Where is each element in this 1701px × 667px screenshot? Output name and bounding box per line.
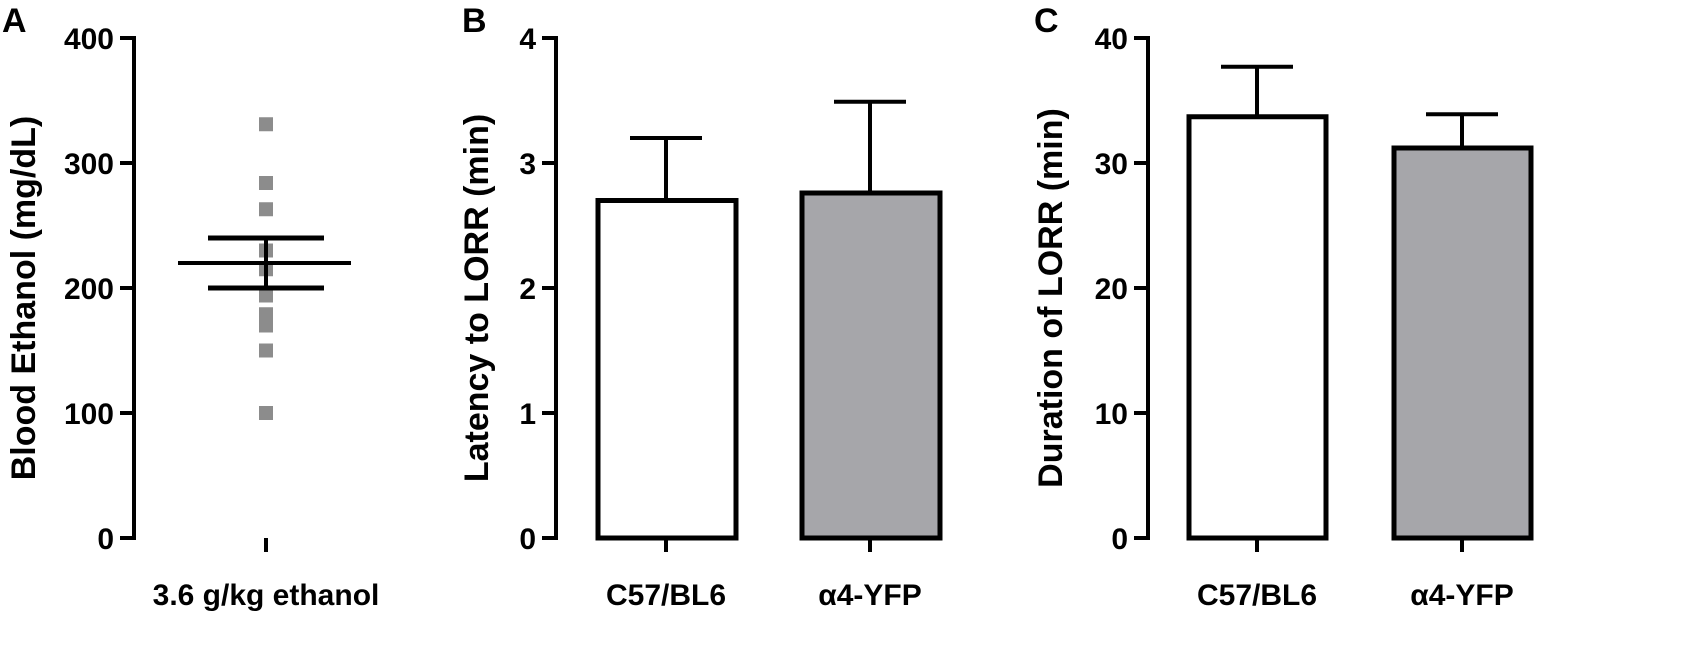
- panel-letter: A: [2, 2, 27, 40]
- y-tick-label: 20: [1095, 273, 1128, 306]
- data-point: [259, 343, 273, 358]
- data-point: [259, 288, 273, 303]
- panel-c: C 0 10 20 30 40 Duration of LORR (min) C57/BL6 α…: [1032, 2, 1534, 612]
- y-tick-label: 200: [64, 273, 114, 306]
- data-point: [259, 176, 273, 190]
- y-axis-title: Latency to LORR (min): [458, 114, 496, 482]
- bar: [799, 190, 943, 541]
- data-point: [259, 307, 273, 322]
- panel-letter: B: [462, 2, 487, 40]
- bar: [595, 198, 739, 541]
- bar: [1391, 145, 1534, 541]
- panel-letter: C: [1034, 2, 1059, 40]
- x-category-label: α4-YFP: [818, 579, 921, 612]
- y-tick-label: 30: [1095, 148, 1128, 181]
- y-tick-label: 400: [64, 23, 114, 56]
- y-tick-label: 3: [519, 148, 536, 181]
- y-tick-label: 40: [1095, 23, 1128, 56]
- y-tick-label: 0: [1111, 523, 1128, 556]
- y-tick-label: 100: [64, 398, 114, 431]
- x-category-label: α4-YFP: [1410, 579, 1513, 612]
- y-axis-title: Blood Ethanol (mg/dL): [5, 116, 43, 481]
- data-point: [259, 318, 273, 333]
- panel-a: A 0 100 200 300 400 Blood Ethanol (mg/dL) 3.6 g…: [2, 2, 379, 612]
- data-point: [259, 406, 273, 420]
- x-category-label: C57/BL6: [1197, 579, 1317, 612]
- y-tick-label: 300: [64, 148, 114, 181]
- bar: [1186, 114, 1329, 541]
- y-tick-label: 4: [519, 23, 536, 56]
- y-tick-label: 2: [519, 273, 536, 306]
- y-tick-label: 10: [1095, 398, 1128, 431]
- y-tick-label: 1: [519, 398, 536, 431]
- x-axis-label: 3.6 g/kg ethanol: [153, 579, 380, 612]
- y-tick-label: 0: [519, 523, 536, 556]
- y-tick-label: 0: [97, 523, 114, 556]
- data-point: [259, 117, 273, 132]
- data-point: [259, 202, 273, 217]
- y-axis-title: Duration of LORR (min): [1032, 108, 1070, 488]
- x-category-label: C57/BL6: [606, 579, 726, 612]
- panel-b: B 0 1 2 3 4 Latency to LORR (min) C57/BL6 α4-YFP: [458, 2, 943, 612]
